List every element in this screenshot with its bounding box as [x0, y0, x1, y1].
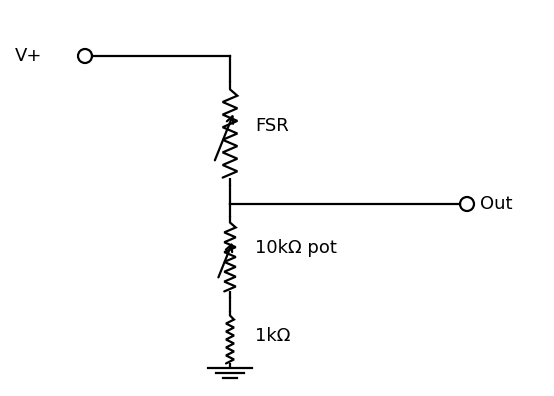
Text: V+: V+	[15, 47, 42, 65]
Text: FSR: FSR	[255, 117, 289, 135]
Text: Out: Out	[480, 195, 512, 213]
Text: 1kΩ: 1kΩ	[255, 327, 290, 345]
Text: 10kΩ pot: 10kΩ pot	[255, 239, 337, 257]
